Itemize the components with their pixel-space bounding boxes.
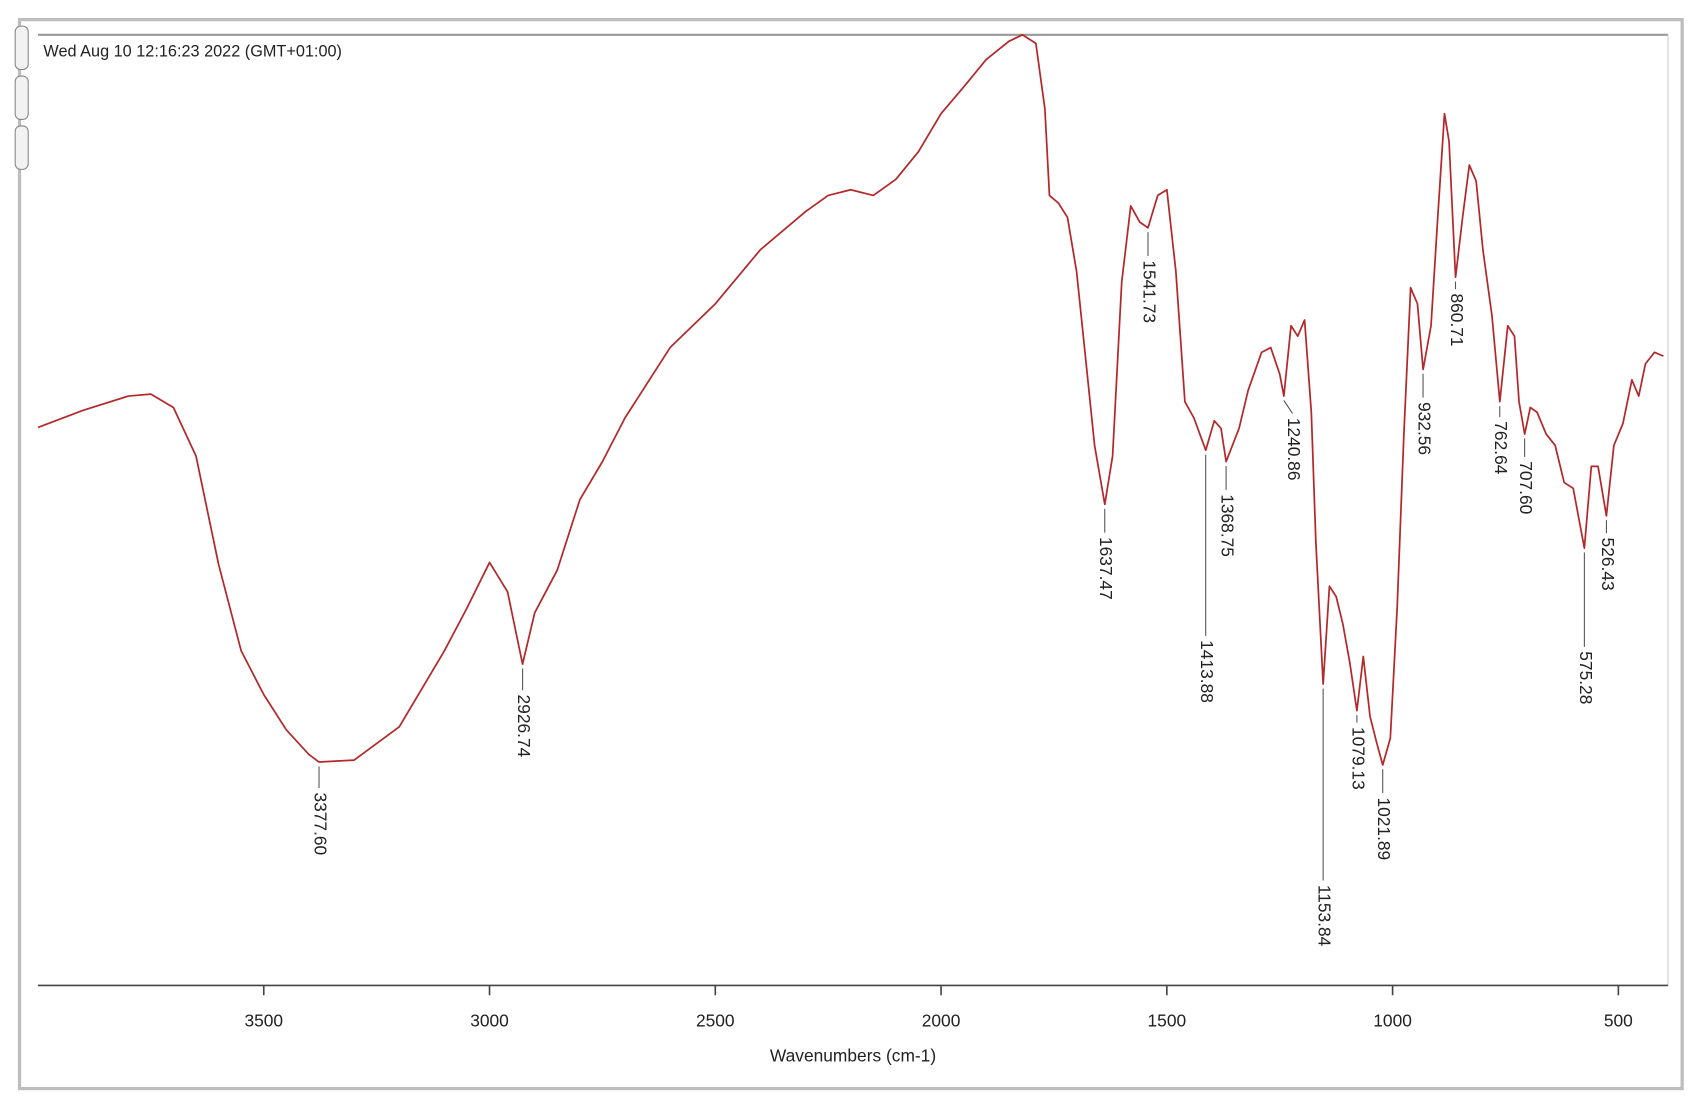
peak-label: 932.56 xyxy=(1414,402,1434,455)
peak-label: 1079.13 xyxy=(1348,727,1368,790)
side-button[interactable] xyxy=(14,75,29,120)
peak-label: 575.28 xyxy=(1576,651,1596,704)
x-tick-label: 500 xyxy=(1604,1011,1633,1031)
peak-label: 3377.60 xyxy=(310,792,330,855)
peak-label: 1153.84 xyxy=(1315,885,1335,947)
x-tick-label: 1500 xyxy=(1148,1011,1187,1031)
side-button[interactable] xyxy=(14,125,29,170)
window-frame xyxy=(17,17,1684,1091)
peak-label: 1240.86 xyxy=(1284,418,1304,481)
peak-label: 707.60 xyxy=(1516,461,1536,514)
x-tick-label: 3000 xyxy=(470,1011,509,1031)
x-tick-label: 2500 xyxy=(696,1011,735,1031)
x-axis-title: Wavenumbers (cm-1) xyxy=(770,1045,936,1065)
peak-label: 526.43 xyxy=(1598,538,1618,591)
peak-label: 1021.89 xyxy=(1374,797,1394,860)
peak-label: 860.71 xyxy=(1447,293,1467,346)
timestamp: Wed Aug 10 12:16:23 2022 (GMT+01:00) xyxy=(43,42,342,60)
side-button[interactable] xyxy=(14,25,29,71)
spectrum-line xyxy=(37,33,1664,766)
peak-label: 1637.47 xyxy=(1096,537,1116,600)
peak-label: 1368.75 xyxy=(1218,494,1238,557)
peak-label: 1413.88 xyxy=(1197,640,1217,703)
x-tick-label: 1000 xyxy=(1373,1011,1412,1031)
x-tick-label: 3500 xyxy=(244,1011,283,1031)
peak-label: 2926.74 xyxy=(514,695,534,758)
peak-label: 1541.73 xyxy=(1139,260,1159,323)
peak-label: 762.64 xyxy=(1491,421,1511,474)
x-tick-label: 2000 xyxy=(922,1011,961,1031)
peak-leader xyxy=(1283,400,1293,414)
